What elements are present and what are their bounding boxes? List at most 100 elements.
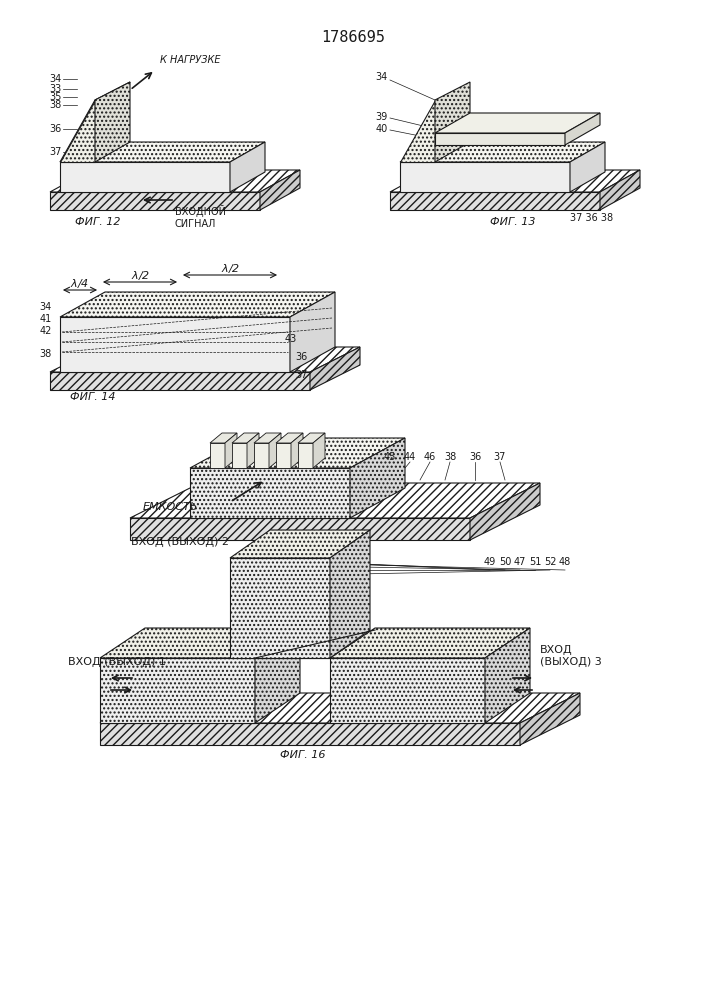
Polygon shape — [130, 518, 470, 540]
Text: 46: 46 — [424, 452, 436, 462]
Polygon shape — [100, 658, 255, 723]
Polygon shape — [50, 347, 360, 372]
Polygon shape — [390, 170, 640, 192]
Text: 44: 44 — [404, 452, 416, 462]
Polygon shape — [485, 628, 530, 723]
Text: ВХОД (ВЫХОД) 2: ВХОД (ВЫХОД) 2 — [131, 537, 229, 547]
Text: 48: 48 — [559, 557, 571, 567]
Polygon shape — [350, 438, 405, 518]
Polygon shape — [50, 372, 310, 390]
Polygon shape — [435, 113, 600, 133]
Text: 37 36 38: 37 36 38 — [570, 213, 613, 223]
Text: 33: 33 — [49, 84, 62, 94]
Text: 39: 39 — [375, 112, 388, 122]
Text: ВХОД
(ВЫХОД) 3: ВХОД (ВЫХОД) 3 — [540, 645, 602, 667]
Polygon shape — [100, 628, 300, 658]
Text: 35: 35 — [49, 92, 62, 102]
Polygon shape — [310, 347, 360, 390]
Polygon shape — [330, 628, 530, 658]
Polygon shape — [50, 192, 260, 210]
Text: 34: 34 — [40, 302, 52, 312]
Polygon shape — [247, 433, 259, 468]
Polygon shape — [100, 723, 520, 745]
Polygon shape — [276, 443, 291, 468]
Polygon shape — [230, 530, 370, 558]
Polygon shape — [254, 433, 281, 443]
Polygon shape — [298, 443, 313, 468]
Polygon shape — [390, 192, 600, 210]
Text: 50: 50 — [499, 557, 511, 567]
Text: ФИГ. 14: ФИГ. 14 — [70, 392, 115, 402]
Text: $\lambda$/2: $\lambda$/2 — [131, 269, 149, 282]
Polygon shape — [232, 433, 259, 443]
Polygon shape — [276, 433, 303, 443]
Polygon shape — [470, 483, 540, 540]
Text: 36: 36 — [49, 124, 62, 134]
Polygon shape — [400, 142, 605, 162]
Polygon shape — [210, 433, 237, 443]
Polygon shape — [60, 162, 230, 192]
Polygon shape — [520, 693, 580, 745]
Polygon shape — [565, 113, 600, 145]
Polygon shape — [400, 100, 435, 162]
Text: 37: 37 — [493, 452, 506, 462]
Polygon shape — [570, 142, 605, 192]
Text: ВХОДНОЙ
СИГНАЛ: ВХОДНОЙ СИГНАЛ — [175, 205, 226, 229]
Polygon shape — [298, 433, 325, 443]
Text: К НАГРУЗКЕ: К НАГРУЗКЕ — [160, 55, 221, 65]
Text: $\lambda$/4: $\lambda$/4 — [71, 277, 90, 290]
Polygon shape — [290, 292, 335, 372]
Text: 36: 36 — [295, 352, 308, 362]
Text: $\lambda$/2: $\lambda$/2 — [221, 262, 240, 275]
Text: 34: 34 — [375, 72, 388, 82]
Text: ФИГ. 16: ФИГ. 16 — [280, 750, 325, 760]
Text: 1786695: 1786695 — [321, 30, 385, 45]
Polygon shape — [190, 468, 350, 518]
Polygon shape — [60, 292, 335, 317]
Polygon shape — [225, 433, 237, 468]
Text: 34: 34 — [49, 74, 62, 84]
Text: 49: 49 — [484, 557, 496, 567]
Text: 40: 40 — [375, 124, 388, 134]
Polygon shape — [260, 170, 300, 210]
Text: 42: 42 — [40, 326, 52, 336]
Polygon shape — [330, 658, 485, 723]
Text: 47: 47 — [514, 557, 526, 567]
Polygon shape — [60, 100, 95, 162]
Polygon shape — [60, 142, 265, 162]
Polygon shape — [190, 438, 405, 468]
Polygon shape — [269, 433, 281, 468]
Text: 38: 38 — [40, 349, 52, 359]
Polygon shape — [400, 162, 570, 192]
Text: 38: 38 — [49, 100, 62, 110]
Polygon shape — [255, 628, 300, 723]
Text: 43: 43 — [285, 334, 297, 344]
Text: 37: 37 — [49, 147, 62, 157]
Polygon shape — [435, 133, 565, 145]
Text: ФИГ. 13: ФИГ. 13 — [490, 217, 535, 227]
Polygon shape — [60, 82, 130, 162]
Polygon shape — [210, 443, 225, 468]
Text: 41: 41 — [40, 314, 52, 324]
Text: ВХОД (ВЫХОД) 1: ВХОД (ВЫХОД) 1 — [68, 657, 166, 667]
Polygon shape — [60, 317, 290, 372]
Text: ФИГ. 15: ФИГ. 15 — [250, 547, 296, 557]
Polygon shape — [95, 82, 130, 162]
Text: 45: 45 — [384, 452, 396, 462]
Polygon shape — [254, 443, 269, 468]
Text: 51: 51 — [529, 557, 541, 567]
Polygon shape — [435, 82, 470, 162]
Text: ФИГ. 12: ФИГ. 12 — [75, 217, 120, 227]
Polygon shape — [130, 483, 540, 518]
Polygon shape — [291, 433, 303, 468]
Polygon shape — [50, 170, 300, 192]
Text: 38: 38 — [444, 452, 456, 462]
Polygon shape — [313, 433, 325, 468]
Text: 37: 37 — [295, 370, 308, 380]
Polygon shape — [330, 530, 370, 658]
Text: 36: 36 — [469, 452, 481, 462]
Text: ЕМКОСТЬ: ЕМКОСТЬ — [142, 502, 198, 512]
Polygon shape — [230, 558, 330, 658]
Text: 52: 52 — [544, 557, 556, 567]
Polygon shape — [230, 142, 265, 192]
